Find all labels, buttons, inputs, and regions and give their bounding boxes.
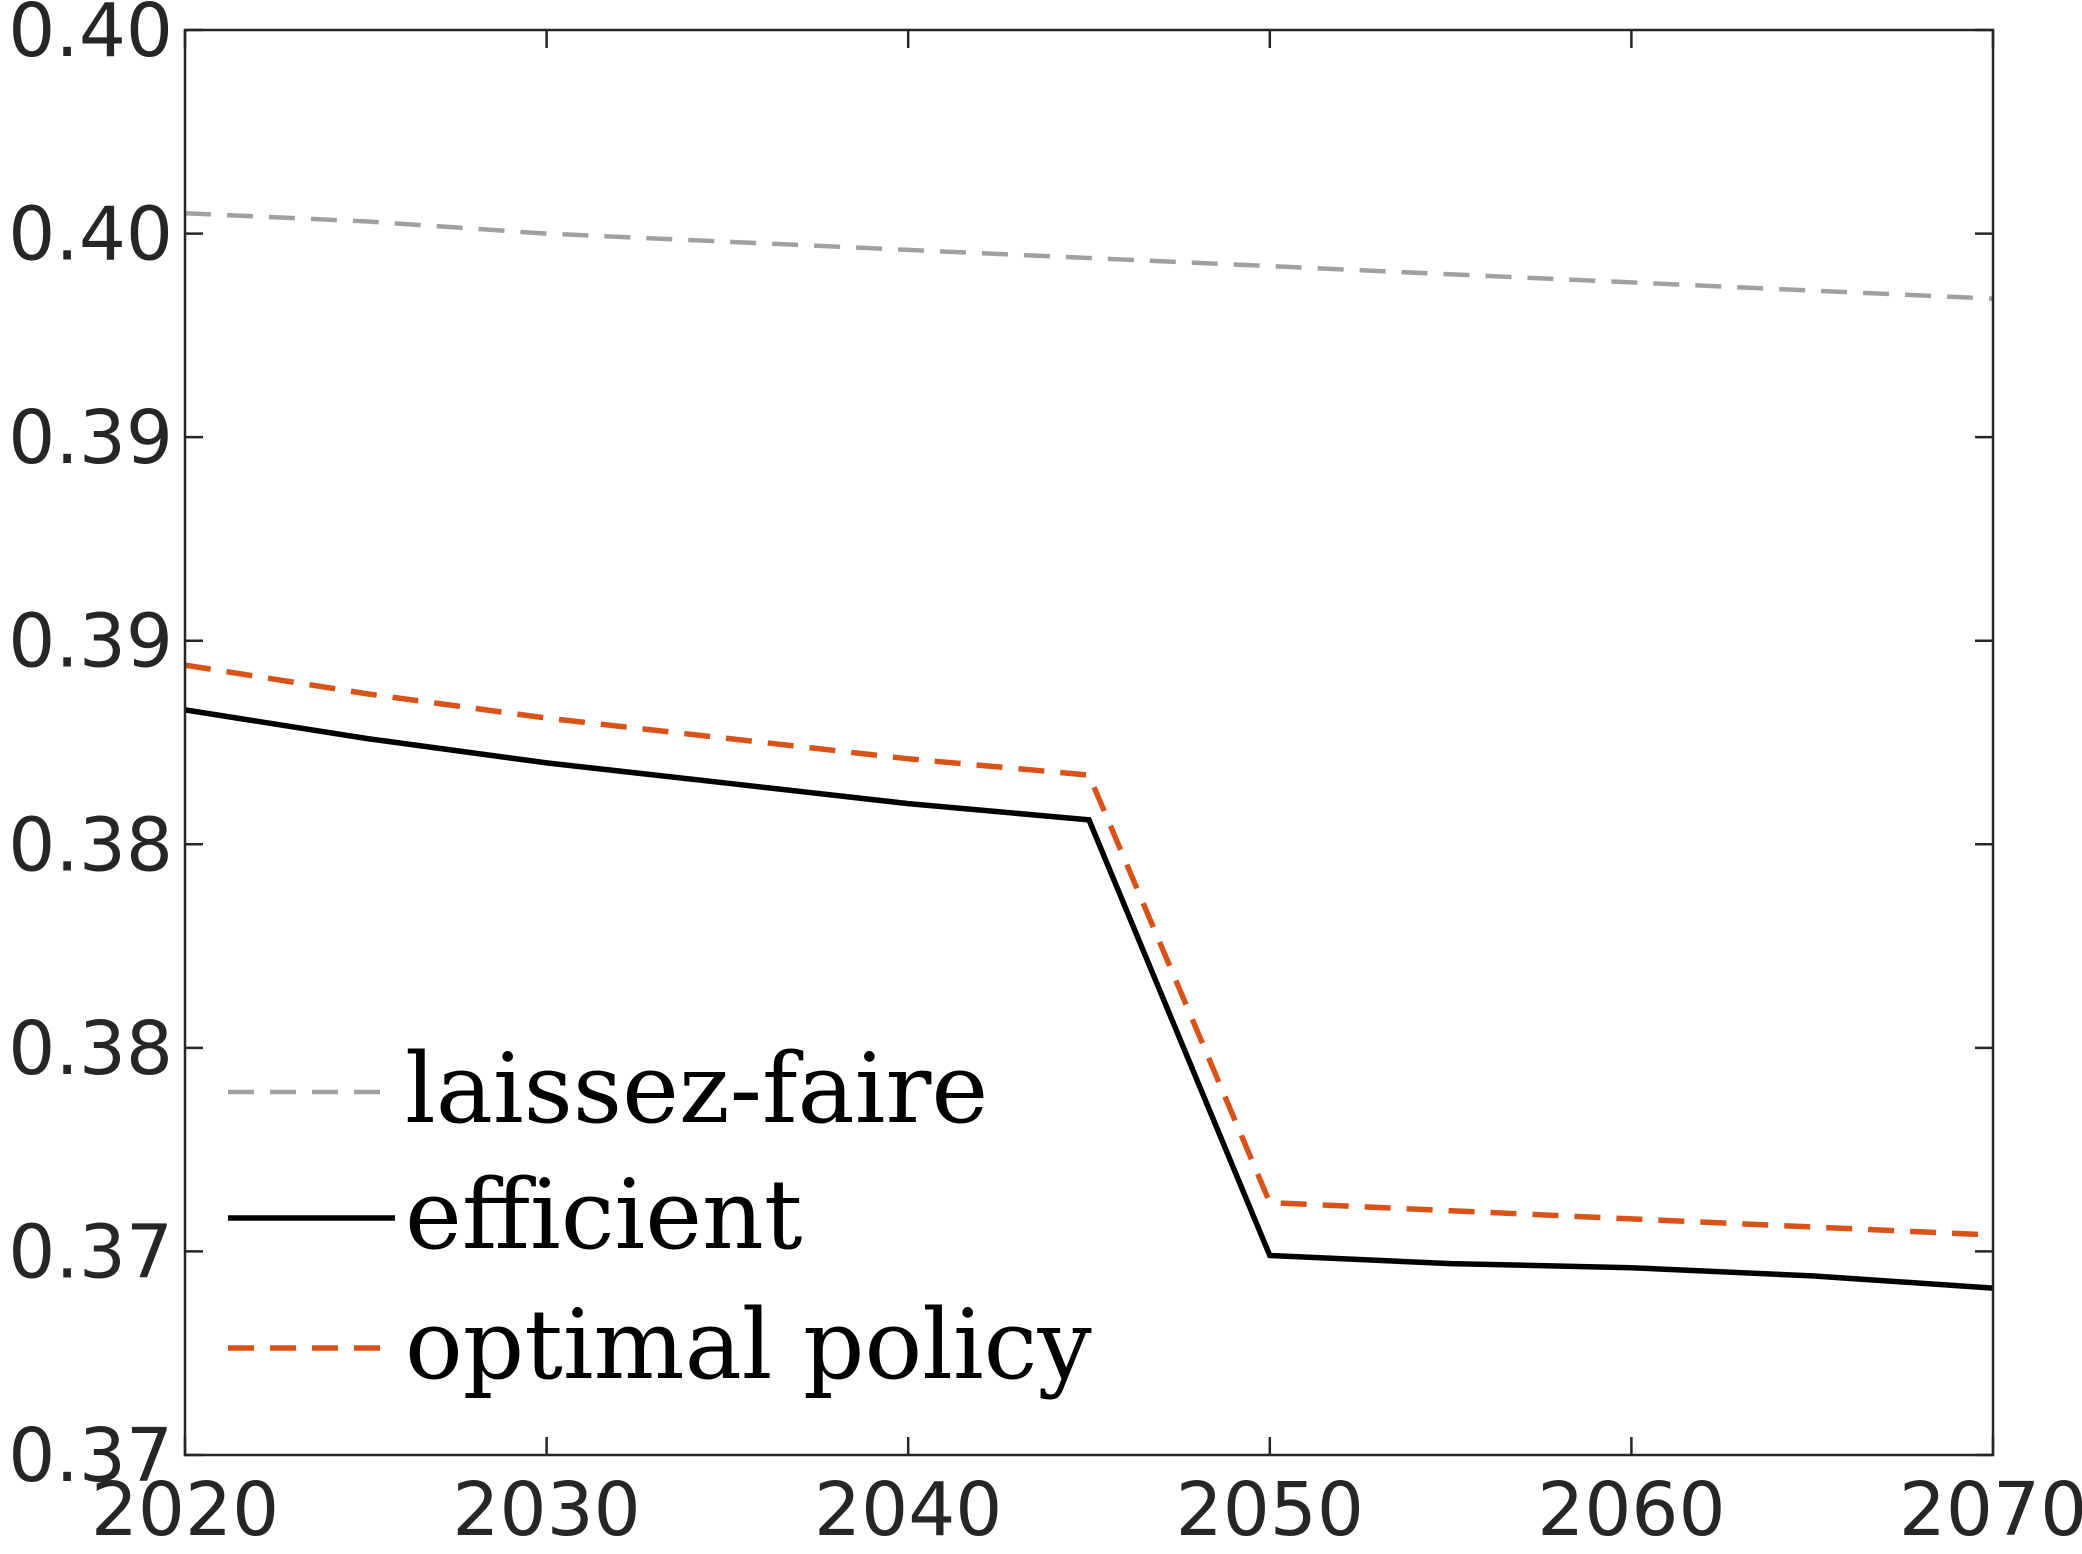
legend-label-efficient: efficient	[405, 1159, 802, 1271]
x-tick-label: 2020	[91, 1467, 279, 1553]
legend: laissez-faire efficient optimal policy	[228, 1033, 1092, 1401]
plot-background	[185, 30, 1993, 1455]
x-tick-label: 2030	[452, 1467, 640, 1553]
y-tick-label: 0.38	[8, 802, 173, 888]
y-tick-label: 0.39	[8, 599, 173, 685]
y-tick-label: 0.37	[8, 1209, 173, 1295]
series-line-optimal-policy	[184, 662, 1994, 1238]
y-tick-label: 0.40	[8, 192, 173, 278]
axes-box	[183, 28, 1995, 1457]
series-line-laissez-faire	[184, 210, 1994, 301]
legend-label-laissez-faire: laissez-faire	[405, 1033, 988, 1145]
plot-area	[185, 30, 1993, 1455]
y-tick-label: 0.39	[8, 395, 173, 481]
x-tick-label: 2040	[814, 1467, 1002, 1553]
legend-label-optimal-policy: optimal policy	[405, 1289, 1092, 1401]
x-tick-label: 2060	[1537, 1467, 1725, 1553]
y-tick-label: 0.40	[8, 0, 173, 74]
series-layer	[184, 210, 1994, 1291]
axes: 2020 2030 2040 2050 2060 2070 0.37 0.37 0.38 0.38…	[8, 0, 2082, 1553]
x-tick-label: 2050	[1176, 1467, 1364, 1553]
series-line-efficient	[184, 707, 1994, 1291]
y-tick-label: 0.38	[8, 1006, 173, 1092]
x-tick-label: 2070	[1899, 1467, 2082, 1553]
y-tick-label: 0.37	[8, 1413, 173, 1499]
